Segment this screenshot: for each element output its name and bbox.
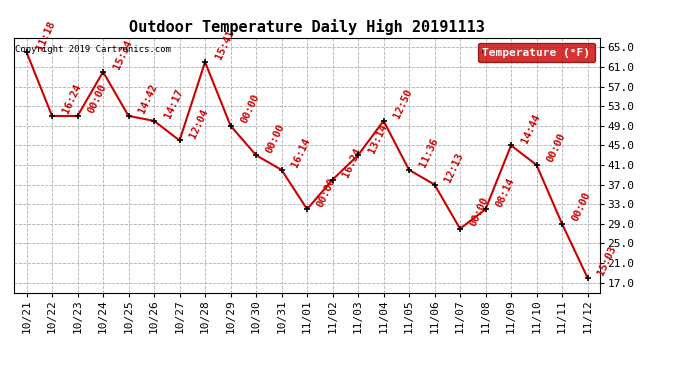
Text: 16:24: 16:24: [61, 82, 83, 115]
Text: 00:00: 00:00: [469, 195, 491, 228]
Text: 00:00: 00:00: [571, 190, 593, 223]
Text: 15:03: 15:03: [596, 244, 618, 277]
Text: 14:17: 14:17: [162, 87, 185, 120]
Text: 16:14: 16:14: [290, 136, 312, 169]
Text: 00:00: 00:00: [545, 132, 567, 164]
Text: 14:42: 14:42: [137, 82, 159, 115]
Text: 13:14: 13:14: [366, 122, 388, 154]
Text: 00:00: 00:00: [264, 122, 286, 154]
Title: Outdoor Temperature Daily High 20191113: Outdoor Temperature Daily High 20191113: [129, 19, 485, 35]
Text: 11:36: 11:36: [417, 136, 440, 169]
Text: Copyright 2019 Cartronics.com: Copyright 2019 Cartronics.com: [15, 45, 171, 54]
Text: 12:13: 12:13: [443, 151, 465, 184]
Text: 11:18: 11:18: [35, 19, 57, 51]
Text: 00:00: 00:00: [315, 176, 337, 209]
Text: 12:50: 12:50: [392, 87, 414, 120]
Text: 15:34: 15:34: [111, 39, 134, 71]
Text: 12:04: 12:04: [188, 107, 210, 140]
Text: 00:00: 00:00: [239, 93, 261, 125]
Text: 14:44: 14:44: [520, 112, 542, 145]
Text: 16:24: 16:24: [341, 146, 363, 179]
Text: 00:00: 00:00: [86, 82, 108, 115]
Legend: Temperature (°F): Temperature (°F): [478, 43, 595, 62]
Text: 08:14: 08:14: [494, 176, 516, 209]
Text: 15:41: 15:41: [213, 29, 236, 61]
